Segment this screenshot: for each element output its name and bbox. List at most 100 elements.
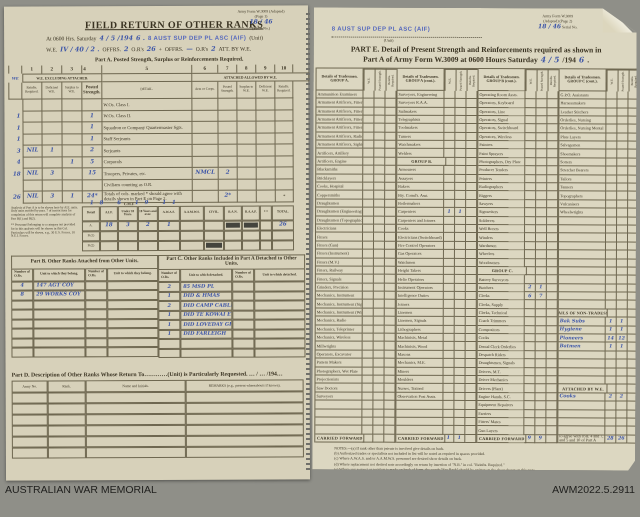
reinfts-cell: [385, 208, 396, 216]
posted-cell: [374, 174, 385, 182]
group-body: G.P.O. Assistants Harnessmakers Leather …: [558, 91, 639, 444]
trade-label: Fitters (Instrument): [316, 250, 363, 259]
part-b-c-section: Part B. Other Ranks Attached from Other …: [11, 253, 306, 359]
reinfts-cell: [466, 141, 477, 149]
table-row: Instrument Operators: [397, 283, 477, 292]
cell: 2: [158, 301, 181, 311]
table-row: Harnessmakers: [559, 99, 639, 108]
posted-cell: [536, 317, 547, 325]
cell: [117, 230, 138, 241]
posted-cell: [617, 167, 628, 175]
cell: [11, 347, 34, 358]
table-row: ATTACHED BY W.E.: [558, 385, 638, 394]
we-cell: [363, 317, 374, 325]
cell: [179, 240, 205, 251]
we-cell: [363, 124, 374, 132]
posted-cell: [617, 351, 628, 359]
posted-cell: [374, 216, 385, 224]
cell: [185, 424, 304, 437]
cell: [22, 122, 43, 135]
we-cell: [362, 434, 373, 442]
cell: [256, 190, 276, 203]
reinfts-cell: [465, 393, 476, 401]
table-row: Salvagemen: [559, 141, 639, 150]
reinfts-cell: [547, 318, 558, 326]
cell: [259, 219, 272, 231]
serial-number-handwritten: 18 / 46: [249, 18, 273, 27]
posted-cell: [455, 166, 466, 174]
table-row: Lithographers: [397, 325, 477, 334]
reinfts-cell: [466, 225, 477, 233]
posted-cell: [617, 200, 628, 208]
posted-cell: [617, 293, 628, 301]
cell: [203, 220, 224, 231]
trade-label: Woodcutters: [478, 259, 525, 268]
we-cell: [363, 241, 374, 249]
detail-cell: Troopers, Privates, etc.: [102, 167, 193, 180]
table-row: Projectionists: [315, 375, 395, 384]
column-header: W.E.: [607, 69, 618, 91]
we-cell: [606, 167, 617, 175]
group-body: Operating Room Assts. Operators, Keyboar…: [477, 91, 558, 444]
posted-cell: [454, 418, 465, 426]
trade-label: Cooks: [478, 334, 525, 343]
trade-label: Moulders: [396, 376, 443, 385]
cell: [137, 230, 158, 241]
form-page-1: Army Form W.3009 (Adapted) (Page 1) 18 /…: [3, 5, 311, 481]
posted-cell: [536, 141, 547, 149]
posted-cell: [455, 258, 466, 266]
group-header: Details of Tradesmen. GROUP A.: [317, 68, 364, 90]
table-row: [315, 401, 395, 410]
posted-cell: 1: [617, 326, 628, 334]
cell: [259, 229, 272, 241]
trade-group-b-cont: Details of Tradesmen. GROUP B (cont.). W…: [476, 68, 558, 444]
trade-label: Observation Post Assts.: [396, 393, 443, 402]
reinfts-cell: [385, 342, 396, 350]
we-cell: [524, 410, 535, 418]
cell: [218, 179, 238, 191]
cell: [47, 403, 86, 415]
posted-cell: [374, 334, 385, 342]
table-row: [158, 348, 306, 359]
table-row: Wardsmen: [478, 242, 558, 251]
posted-cell: [535, 393, 546, 401]
reinfts-cell: [547, 208, 558, 216]
reinfts-cell: [385, 174, 396, 182]
table-row: [559, 217, 639, 226]
cell: [192, 121, 219, 134]
part-b-body: 4 147 AGT COY 8 29 WORKS COY: [11, 280, 159, 358]
we-cell: [605, 402, 616, 410]
trade-label: Mechanics, Instrument (Wireless): [316, 308, 363, 317]
we-cell: [363, 292, 374, 300]
margin-annotation: WE: [11, 76, 19, 81]
posted-cell: [616, 376, 627, 384]
posted-cell: 7: [536, 292, 547, 300]
we-cell: [363, 308, 374, 316]
reinfts-cell: [466, 292, 477, 300]
posted-cell: 1: [617, 318, 628, 326]
posted-cell: [617, 217, 628, 225]
we-cell: [525, 351, 536, 359]
cell: [157, 240, 181, 251]
reinfts-cell: [385, 292, 396, 300]
trade-label: Clerks: [478, 292, 525, 301]
detail-cell: Corporals: [102, 156, 193, 169]
reinfts-cell: [547, 225, 558, 233]
trade-label: GROUP C.: [478, 267, 527, 276]
trade-label: Painters: [478, 141, 525, 150]
analysis-header-row: Detail A.I.F. Under 18 Years. 18 Years and …: [81, 204, 305, 221]
we-cell: [606, 242, 617, 250]
cell: [11, 425, 48, 438]
posted-cell: [454, 376, 465, 384]
trade-label: Armourers: [397, 166, 444, 175]
posted-cell: 1: [536, 284, 547, 292]
reinfts-cell: [628, 326, 639, 334]
table-row: [396, 409, 476, 418]
posted-cell: [535, 401, 546, 409]
table-row: Observation Post Assts.: [396, 393, 476, 402]
we-cell: [444, 175, 455, 183]
posted-cell: [536, 276, 547, 284]
cell: [232, 329, 255, 340]
table-row: [559, 292, 639, 301]
table-row: Bty. Comd's. Asst.: [397, 191, 477, 200]
